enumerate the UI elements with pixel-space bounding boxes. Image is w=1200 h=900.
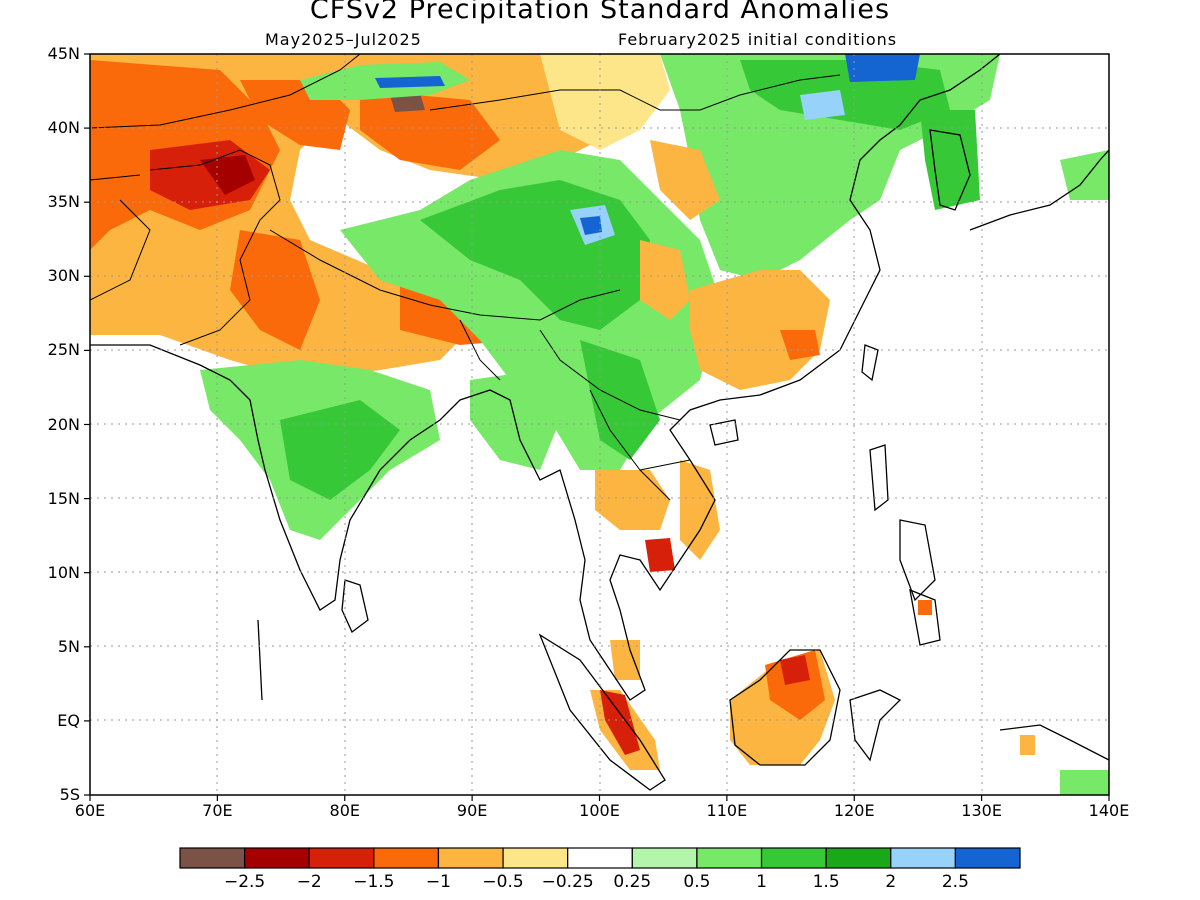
lon-tick-label: 120E	[833, 801, 875, 820]
lat-tick-label: 20N	[47, 414, 80, 434]
anomaly-region	[650, 140, 720, 220]
anomaly-region	[800, 90, 845, 120]
colorbar-swatch	[567, 847, 633, 869]
colorbar-swatch	[890, 847, 956, 869]
anomaly-region	[1020, 735, 1035, 755]
colorbar-swatch	[179, 847, 246, 869]
anomaly-region	[918, 600, 932, 615]
colorbar-swatch	[696, 847, 763, 869]
lon-tick-label: 140E	[1088, 801, 1130, 820]
anomaly-region	[680, 460, 720, 560]
colorbar-swatch	[502, 847, 569, 869]
lon-tick-label: 90E	[456, 801, 488, 820]
anomaly-region	[595, 470, 670, 530]
coastlines	[90, 54, 1109, 791]
anomaly-region	[845, 54, 920, 82]
lat-tick-label: 40N	[47, 118, 80, 138]
colorbar-label: 1.5	[812, 872, 840, 892]
anomaly-region	[690, 270, 830, 390]
anomaly-region	[600, 690, 640, 755]
colorbar-swatch	[631, 847, 698, 869]
country-borders	[90, 54, 841, 501]
colorbar-swatch	[954, 847, 1021, 869]
forecast-period: May2025–Jul2025	[265, 30, 422, 49]
lat-tick-label: 30N	[47, 266, 80, 286]
gridlines	[90, 54, 1109, 795]
lon-tick-label: 80E	[329, 801, 360, 820]
colorbar-swatch	[308, 847, 375, 869]
lon-tick-label: 100E	[579, 801, 620, 820]
lon-tick-label: 60E	[74, 801, 106, 820]
colorbar	[179, 847, 1021, 869]
anomaly-region	[640, 240, 690, 320]
anomaly-region	[375, 76, 445, 88]
anomaly-region	[920, 110, 980, 210]
axis-ticks	[84, 53, 1110, 801]
colorbar-swatch	[373, 847, 440, 869]
anomaly-region	[390, 93, 425, 112]
colorbar-swatch	[760, 847, 827, 869]
anomaly-region	[780, 655, 810, 685]
anomaly-region	[645, 538, 675, 572]
lon-tick-label: 70E	[202, 801, 233, 820]
colorbar-swatch	[437, 847, 504, 869]
colorbar-label: −1	[425, 872, 451, 892]
chart-title: CFSv2 Precipitation Standard Anomalies	[309, 0, 891, 25]
lat-tick-label: 35N	[47, 192, 80, 212]
colorbar-label: −1.5	[353, 872, 395, 892]
colorbar-label: 2.5	[941, 872, 969, 892]
anomaly-region	[200, 155, 255, 195]
lat-tick-label: 15N	[47, 488, 80, 508]
anomaly-region	[780, 330, 820, 360]
anomaly-region	[1060, 150, 1109, 200]
lon-tick-label: 130E	[961, 801, 1002, 820]
lon-tick-label: 110E	[706, 801, 748, 820]
lat-tick-label: EQ	[57, 710, 80, 730]
colorbar-label: −2	[296, 872, 322, 892]
colorbar-label: 2	[885, 872, 897, 892]
colorbar-swatch	[244, 847, 310, 869]
colorbar-label: 1	[756, 872, 767, 892]
anomaly-region	[540, 54, 670, 150]
colorbar-label: −0.5	[482, 872, 524, 892]
lat-tick-label: 25N	[47, 340, 80, 360]
anomaly-region	[765, 650, 825, 720]
colorbar-label: −0.25	[541, 872, 594, 892]
anomaly-region	[280, 400, 400, 500]
lat-tick-label: 5S	[59, 785, 80, 804]
lat-tick-label: 45N	[47, 44, 80, 63]
anomaly-region	[1060, 770, 1109, 795]
lat-tick-label: 10N	[47, 562, 80, 582]
colorbar-label: 0.25	[613, 872, 652, 892]
anomaly-region	[580, 216, 602, 235]
initial-conditions: February2025 initial conditions	[618, 30, 898, 49]
colorbar-swatch	[825, 847, 892, 869]
lat-tick-label: 5N	[57, 636, 80, 656]
anomaly-region	[230, 230, 320, 350]
anomaly-region	[610, 640, 640, 680]
colorbar-label: 0.5	[683, 872, 711, 892]
colorbar-label: −2.5	[223, 872, 266, 892]
anomaly-field	[90, 54, 1109, 795]
